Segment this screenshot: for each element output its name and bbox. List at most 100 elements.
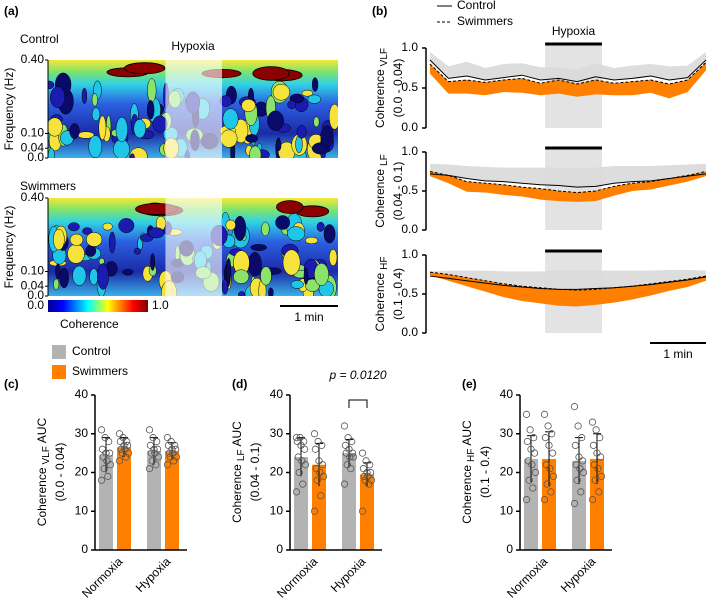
significance-bracket: [348, 399, 368, 408]
data-point: [570, 499, 579, 508]
heatmap-blob: [272, 83, 291, 101]
data-point: [293, 437, 301, 446]
data-point: [118, 449, 126, 457]
y-axis-label: Frequency (Hz): [2, 68, 16, 151]
y-tick-label: 0.04: [21, 278, 45, 292]
y-tick-label: 0: [506, 542, 513, 556]
panel-label: (b): [372, 4, 387, 18]
data-point: [366, 468, 375, 477]
heatmap-blob: [69, 123, 80, 139]
data-point: [98, 445, 107, 453]
heatmap-blob: [233, 269, 250, 284]
heatmap-blob: [267, 110, 284, 131]
data-point: [572, 461, 580, 469]
heatmap-blob: [86, 232, 103, 247]
colorbar: [48, 300, 148, 312]
y-tick-label: 30: [75, 426, 89, 440]
y-tick-label: 10: [270, 503, 284, 517]
heatmap-blob: [82, 227, 93, 235]
p-value: p = 0.0120: [328, 368, 386, 382]
data-point: [154, 445, 162, 453]
y-axis-label-range: (0.04 - 0.1): [248, 443, 262, 502]
hypoxia-overlay: [165, 60, 222, 158]
data-point: [365, 480, 373, 488]
heatmap-blob: [68, 222, 80, 232]
heatmap-blob: [91, 93, 98, 107]
y-tick-label: 0.04: [21, 140, 45, 154]
data-point: [547, 488, 555, 496]
y-tick-label: 10: [500, 503, 514, 517]
heatmap-blob: [88, 135, 103, 158]
heatmap-blob: [147, 100, 155, 120]
error-band: [430, 62, 706, 99]
data-point: [358, 449, 367, 457]
y-axis-label-range: (0.0 - 0.04): [53, 443, 67, 502]
data-point: [358, 507, 367, 515]
data-point: [172, 445, 180, 453]
heatmap-blob: [241, 98, 256, 112]
data-point: [154, 453, 163, 461]
heatmap-blob: [118, 218, 135, 234]
data-point: [314, 437, 322, 446]
data-point: [570, 403, 579, 411]
hypoxia-label: Hypoxia: [171, 39, 215, 53]
y-tick-label: 1.0: [401, 144, 418, 158]
data-point: [99, 453, 107, 461]
heatmap-blob: [305, 236, 319, 245]
data-point: [574, 422, 582, 430]
data-point: [528, 461, 536, 469]
y-axis-label-sub: VLF: [41, 446, 52, 464]
heatmap-blob: [268, 287, 274, 296]
heatmap-blob: [290, 280, 304, 289]
data-point: [169, 449, 177, 457]
legend-label: Control: [72, 344, 111, 358]
data-point: [341, 441, 349, 449]
y-axis-label-suffix: AUC: [460, 420, 474, 446]
data-point: [345, 445, 353, 453]
y-tick-label: 0.0: [401, 222, 418, 236]
panel-label: (a): [4, 4, 19, 18]
data-point: [548, 430, 556, 438]
data-point: [362, 457, 370, 465]
data-point: [530, 434, 538, 442]
y-tick-label: 30: [500, 426, 514, 440]
heatmap-blob: [301, 89, 314, 97]
data-point: [100, 465, 108, 473]
data-point: [311, 445, 319, 453]
y-axis-label-sub: LF: [236, 449, 247, 461]
y-axis-label: Coherence HF: [373, 256, 389, 331]
data-point: [348, 437, 356, 446]
heatmap-blob: [245, 134, 259, 143]
colorbar-tick-label: 0.0: [27, 298, 44, 312]
heatmap-blob: [81, 87, 88, 104]
data-point: [363, 468, 371, 477]
colorbar-tick-label: 1.0: [152, 298, 169, 312]
heatmap-blob: [53, 278, 60, 290]
data-point: [346, 453, 354, 461]
y-axis-label-range: (0.1 - 0.4): [478, 446, 492, 498]
heatmap-blob: [133, 247, 142, 255]
data-point: [103, 457, 111, 465]
heatmap-blob: [222, 108, 239, 130]
data-point: [97, 476, 106, 484]
heatmap-blob: [48, 80, 55, 90]
data-point: [578, 434, 586, 442]
legend-swatch: [52, 365, 66, 379]
heatmap-blob: [276, 139, 282, 151]
data-point: [540, 496, 549, 504]
data-point: [597, 472, 606, 480]
data-point: [147, 449, 155, 457]
data-point: [523, 437, 532, 446]
data-point: [575, 453, 583, 461]
data-point: [522, 496, 531, 504]
data-point: [577, 488, 585, 496]
data-point: [149, 434, 157, 442]
data-point: [576, 465, 584, 473]
scalebar-label: 1 min: [294, 310, 323, 324]
y-tick-label: 30: [270, 426, 284, 440]
heatmap-blob: [316, 221, 325, 232]
y-axis-label: Coherence LF: [373, 154, 389, 227]
heatmap-blob: [323, 224, 336, 244]
data-point: [578, 457, 587, 465]
heatmap-blob: [328, 249, 338, 267]
